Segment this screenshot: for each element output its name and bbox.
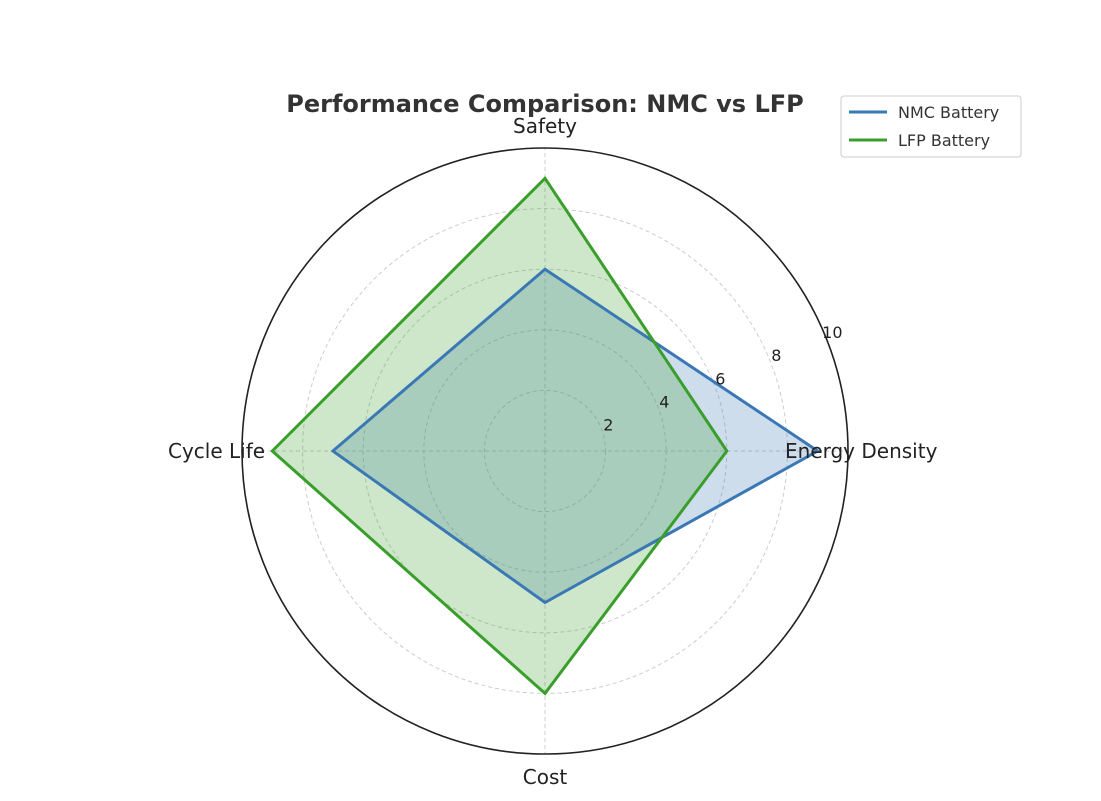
series-fill-0: [332, 269, 818, 603]
grid-circle-2: [483, 389, 607, 513]
labels-layer: 2 4 6 8 10 Energy Density Safety Cycle Life Cost: [168, 114, 938, 789]
series-line-0: [330, 267, 821, 605]
r-tick-label: 4: [659, 393, 669, 412]
series-layer: [270, 175, 821, 696]
series-line-1: [270, 175, 729, 696]
category-label: Cost: [523, 765, 568, 789]
r-tick-label: 10: [822, 323, 842, 342]
category-label: Safety: [513, 114, 577, 138]
legend: NMC Battery LFP Battery: [840, 95, 1022, 158]
legend-label: LFP Battery: [898, 131, 990, 150]
series-fill-1: [272, 178, 727, 694]
r-tick-label: 6: [715, 369, 725, 388]
legend-label: NMC Battery: [898, 103, 999, 122]
category-label: Energy Density: [785, 439, 938, 463]
r-tick-label: 2: [603, 416, 613, 435]
category-label: Cycle Life: [168, 439, 265, 463]
r-tick-label: 8: [771, 346, 781, 365]
outer-circle: [241, 147, 849, 755]
chart-title: Performance Comparison: NMC vs LFP: [286, 90, 803, 118]
